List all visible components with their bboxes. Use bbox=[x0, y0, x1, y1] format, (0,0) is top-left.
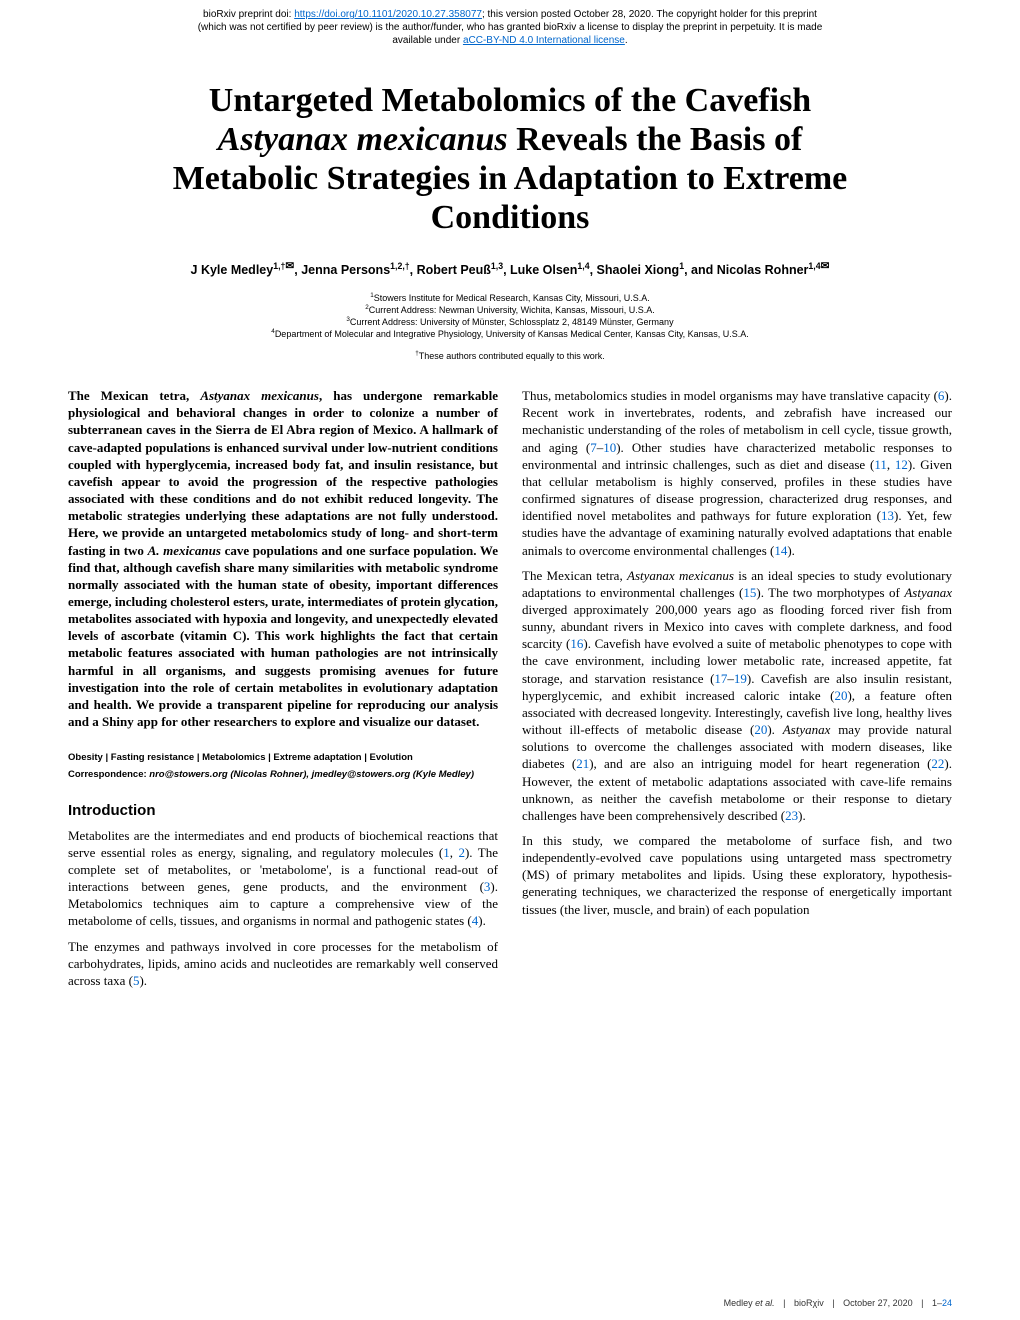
body-text: , bbox=[887, 457, 895, 472]
body-text: ). bbox=[767, 722, 782, 737]
intro-paragraph: The enzymes and pathways involved in cor… bbox=[68, 938, 498, 989]
body-text: ). bbox=[139, 973, 147, 988]
affiliations: 1Stowers Institute for Medical Research,… bbox=[0, 286, 1020, 345]
citation-link[interactable]: 10 bbox=[603, 440, 616, 455]
author-sup: 1,4 bbox=[808, 261, 820, 271]
author: Nicolas Rohner bbox=[717, 264, 809, 278]
title-line: Reveals the Basis of bbox=[508, 121, 803, 158]
page-footer: Medley et al. | bioRχiv | October 27, 20… bbox=[724, 1298, 952, 1308]
author-sup: 1,3 bbox=[491, 261, 503, 271]
footer-authors: Medley bbox=[724, 1298, 756, 1308]
keywords: Obesity | Fasting resistance | Metabolom… bbox=[68, 738, 498, 768]
citation-link[interactable]: 23 bbox=[785, 808, 798, 823]
citation-link[interactable]: 16 bbox=[570, 636, 583, 651]
body-text: ), and are also an intriguing model for … bbox=[589, 756, 931, 771]
body-text: ). bbox=[798, 808, 806, 823]
author: Jenna Persons bbox=[301, 264, 390, 278]
equal-text: These authors contributed equally to thi… bbox=[419, 351, 605, 361]
license-link[interactable]: aCC-BY-ND 4.0 International license bbox=[463, 35, 625, 46]
citation-link[interactable]: 13 bbox=[881, 508, 894, 523]
banner-text: . bbox=[625, 35, 628, 46]
citation-link[interactable]: 20 bbox=[754, 722, 767, 737]
title-line: Untargeted Metabolomics of the Cavefish bbox=[209, 82, 811, 119]
body-paragraph: Thus, metabolomics studies in model orga… bbox=[522, 387, 952, 559]
banner-text: (which was not certified by peer review)… bbox=[198, 22, 823, 33]
affiliation: Current Address: University of Münster, … bbox=[350, 317, 674, 327]
title-line: Metabolic Strategies in Adaptation to Ex… bbox=[173, 160, 848, 197]
species-name: A. mexicanus bbox=[148, 543, 221, 558]
citation-link[interactable]: 21 bbox=[576, 756, 589, 771]
citation-link[interactable]: 22 bbox=[931, 756, 944, 771]
author: Shaolei Xiong bbox=[597, 264, 680, 278]
equal-contribution: †These authors contributed equally to th… bbox=[0, 344, 1020, 379]
affiliation: Current Address: Newman University, Wich… bbox=[369, 305, 655, 315]
affiliation: Stowers Institute for Medical Research, … bbox=[374, 293, 650, 303]
author: Robert Peuß bbox=[417, 264, 491, 278]
author-sup: 1,† bbox=[273, 261, 285, 271]
species-name: Astyanax mexicanus bbox=[627, 568, 734, 583]
body-columns: The Mexican tetra, Astyanax mexicanus, h… bbox=[0, 379, 1020, 997]
right-column: Thus, metabolomics studies in model orga… bbox=[522, 387, 952, 997]
sep: , bbox=[410, 264, 417, 278]
abstract-text: , has undergone remarkable physiological… bbox=[68, 388, 498, 557]
species-name: Astyanax bbox=[904, 585, 952, 600]
envelope-icon: ✉ bbox=[285, 260, 294, 272]
intro-paragraph: Metabolites are the intermediates and en… bbox=[68, 827, 498, 930]
footer-biorxiv: bioRχiv bbox=[794, 1298, 824, 1308]
banner-text: ; this version posted October 28, 2020. … bbox=[482, 9, 817, 20]
envelope-icon: ✉ bbox=[821, 260, 830, 272]
citation-link[interactable]: 12 bbox=[895, 457, 908, 472]
footer-sep: | bbox=[824, 1298, 843, 1308]
body-text: ). bbox=[787, 543, 795, 558]
sep: , and bbox=[684, 264, 717, 278]
author: Luke Olsen bbox=[510, 264, 577, 278]
abstract-text: cave populations and one surface populat… bbox=[68, 543, 498, 730]
body-paragraph: The Mexican tetra, Astyanax mexicanus is… bbox=[522, 567, 952, 824]
title-species: Astyanax mexicanus bbox=[218, 121, 508, 158]
banner-text: available under bbox=[392, 35, 463, 46]
doi-link[interactable]: https://doi.org/10.1101/2020.10.27.35807… bbox=[294, 9, 482, 20]
footer-date: October 27, 2020 bbox=[843, 1298, 913, 1308]
body-text: In this study, we compared the metabolom… bbox=[522, 833, 952, 917]
footer-sep: | bbox=[775, 1298, 794, 1308]
citation-link[interactable]: 19 bbox=[734, 671, 747, 686]
preprint-banner: bioRxiv preprint doi: https://doi.org/10… bbox=[0, 0, 1020, 51]
body-text: Metabolites are the intermediates and en… bbox=[68, 828, 498, 860]
footer-sep: | bbox=[913, 1298, 932, 1308]
left-column: The Mexican tetra, Astyanax mexicanus, h… bbox=[68, 387, 498, 997]
correspondence-emails: nro@stowers.org (Nicolas Rohner), jmedle… bbox=[149, 769, 474, 780]
citation-link[interactable]: 17 bbox=[714, 671, 727, 686]
author-sup: 1,4 bbox=[577, 261, 589, 271]
affiliation: Department of Molecular and Integrative … bbox=[275, 329, 749, 339]
author-sup: 1,2,† bbox=[390, 261, 409, 271]
abstract: The Mexican tetra, Astyanax mexicanus, h… bbox=[68, 387, 498, 730]
author: J Kyle Medley bbox=[191, 264, 274, 278]
section-heading-introduction: Introduction bbox=[68, 793, 498, 827]
sep: , bbox=[503, 264, 510, 278]
title-line: Conditions bbox=[431, 199, 590, 236]
author-list: J Kyle Medley1,†✉, Jenna Persons1,2,†, R… bbox=[0, 247, 1020, 285]
citation-link[interactable]: 20 bbox=[834, 688, 847, 703]
species-name: Astyanax bbox=[783, 722, 831, 737]
citation-link[interactable]: 15 bbox=[743, 585, 756, 600]
body-text: The Mexican tetra, bbox=[522, 568, 627, 583]
footer-etal: et al. bbox=[755, 1298, 775, 1308]
body-paragraph: In this study, we compared the metabolom… bbox=[522, 832, 952, 918]
sep: , bbox=[590, 264, 597, 278]
citation-link[interactable]: 11 bbox=[874, 457, 887, 472]
species-name: Astyanax mexicanus bbox=[200, 388, 319, 403]
correspondence-label: Correspondence: bbox=[68, 769, 149, 780]
footer-page-link[interactable]: 24 bbox=[942, 1298, 952, 1308]
banner-text: bioRxiv preprint doi: bbox=[203, 9, 294, 20]
abstract-text: The Mexican tetra, bbox=[68, 388, 200, 403]
citation-link[interactable]: 14 bbox=[774, 543, 787, 558]
body-text: ). The two morphotypes of bbox=[756, 585, 904, 600]
correspondence: Correspondence: nro@stowers.org (Nicolas… bbox=[68, 769, 498, 793]
footer-pages: 1– bbox=[932, 1298, 942, 1308]
body-text: ). bbox=[478, 913, 486, 928]
body-text: Thus, metabolomics studies in model orga… bbox=[522, 388, 938, 403]
paper-title: Untargeted Metabolomics of the Cavefish … bbox=[0, 51, 1020, 247]
